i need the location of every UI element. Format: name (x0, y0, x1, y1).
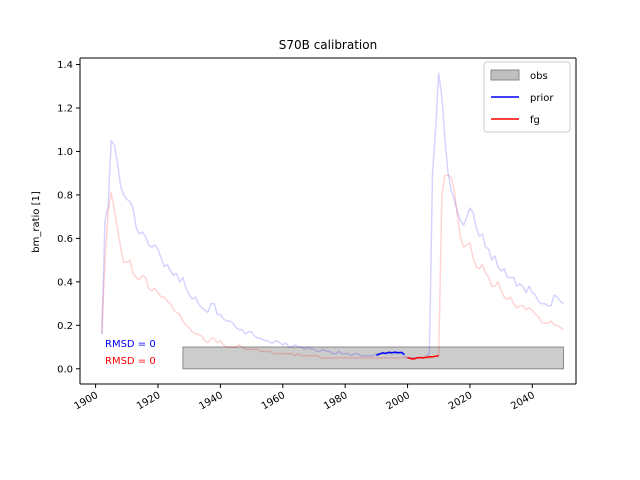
y-tick-label: 1.4 (57, 60, 73, 71)
y-axis-ticks: 0.0 0.2 0.4 0.6 0.8 1.0 1.2 1.4 (57, 60, 80, 375)
y-tick-label: 1.2 (57, 103, 73, 114)
rmsd-annotation-bg (102, 354, 182, 367)
series-prior-trajectory-line (101, 72, 564, 359)
legend-label-obs: obs (530, 71, 548, 82)
y-tick-label: 0.6 (57, 234, 73, 245)
obs-band-layer (182, 346, 565, 370)
axes (79, 57, 577, 385)
y-tick-label: 0.2 (57, 321, 73, 332)
legend-swatch-obs (490, 69, 520, 81)
series-layer (101, 72, 564, 360)
y-tick-label: 0.0 (57, 364, 73, 375)
series-prior-line (376, 351, 405, 356)
y-tick-label: 1.0 (57, 147, 73, 158)
rmsd-annotation-bg (102, 337, 182, 350)
rmsd-annotation: RMSD = 0 (105, 356, 156, 367)
series-fg-line (407, 354, 439, 360)
plot-area: RMSD = 0 RMSD = 0 (101, 72, 565, 370)
obs-band (182, 346, 565, 370)
legend: obs prior fg (483, 61, 571, 133)
chart-title: S70B calibration (279, 38, 377, 52)
legend-label-prior: prior (530, 93, 554, 104)
legend-label-fg: fg (530, 115, 540, 126)
y-tick-label: 0.4 (57, 277, 73, 288)
y-tick-label: 0.8 (57, 190, 73, 201)
rmsd-annotation: RMSD = 0 (105, 339, 156, 350)
y-axis-label: bm_ratio [1] (31, 191, 42, 253)
legend-items: obs prior fg (490, 69, 554, 126)
annotation-layer: RMSD = 0 RMSD = 0 (102, 337, 182, 367)
series-fg-trajectory-line (101, 174, 564, 359)
